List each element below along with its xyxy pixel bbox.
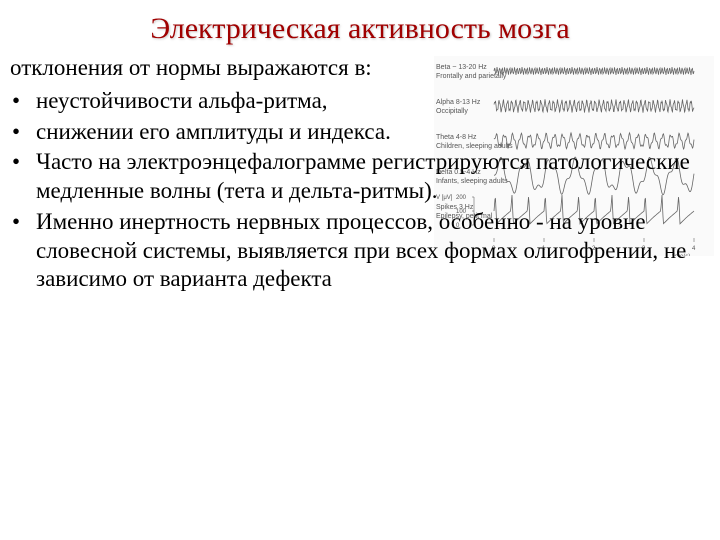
slide-title: Электрическая активность мозга [0,0,720,54]
intro-text: отклонения от нормы выражаются в: [10,54,706,83]
list-item: снижении его амплитуды и индекса. [10,118,706,147]
list-item: неустойчивости альфа-ритма, [10,87,706,116]
list-item: Именно инертность нервных процессов, осо… [10,208,706,294]
list-item: Часто на электроэнцефалограмме регистрир… [10,148,706,206]
bullet-list: неустойчивости альфа-ритма, снижении его… [10,87,706,294]
content-area: отклонения от нормы выражаются в: неусто… [0,54,720,294]
